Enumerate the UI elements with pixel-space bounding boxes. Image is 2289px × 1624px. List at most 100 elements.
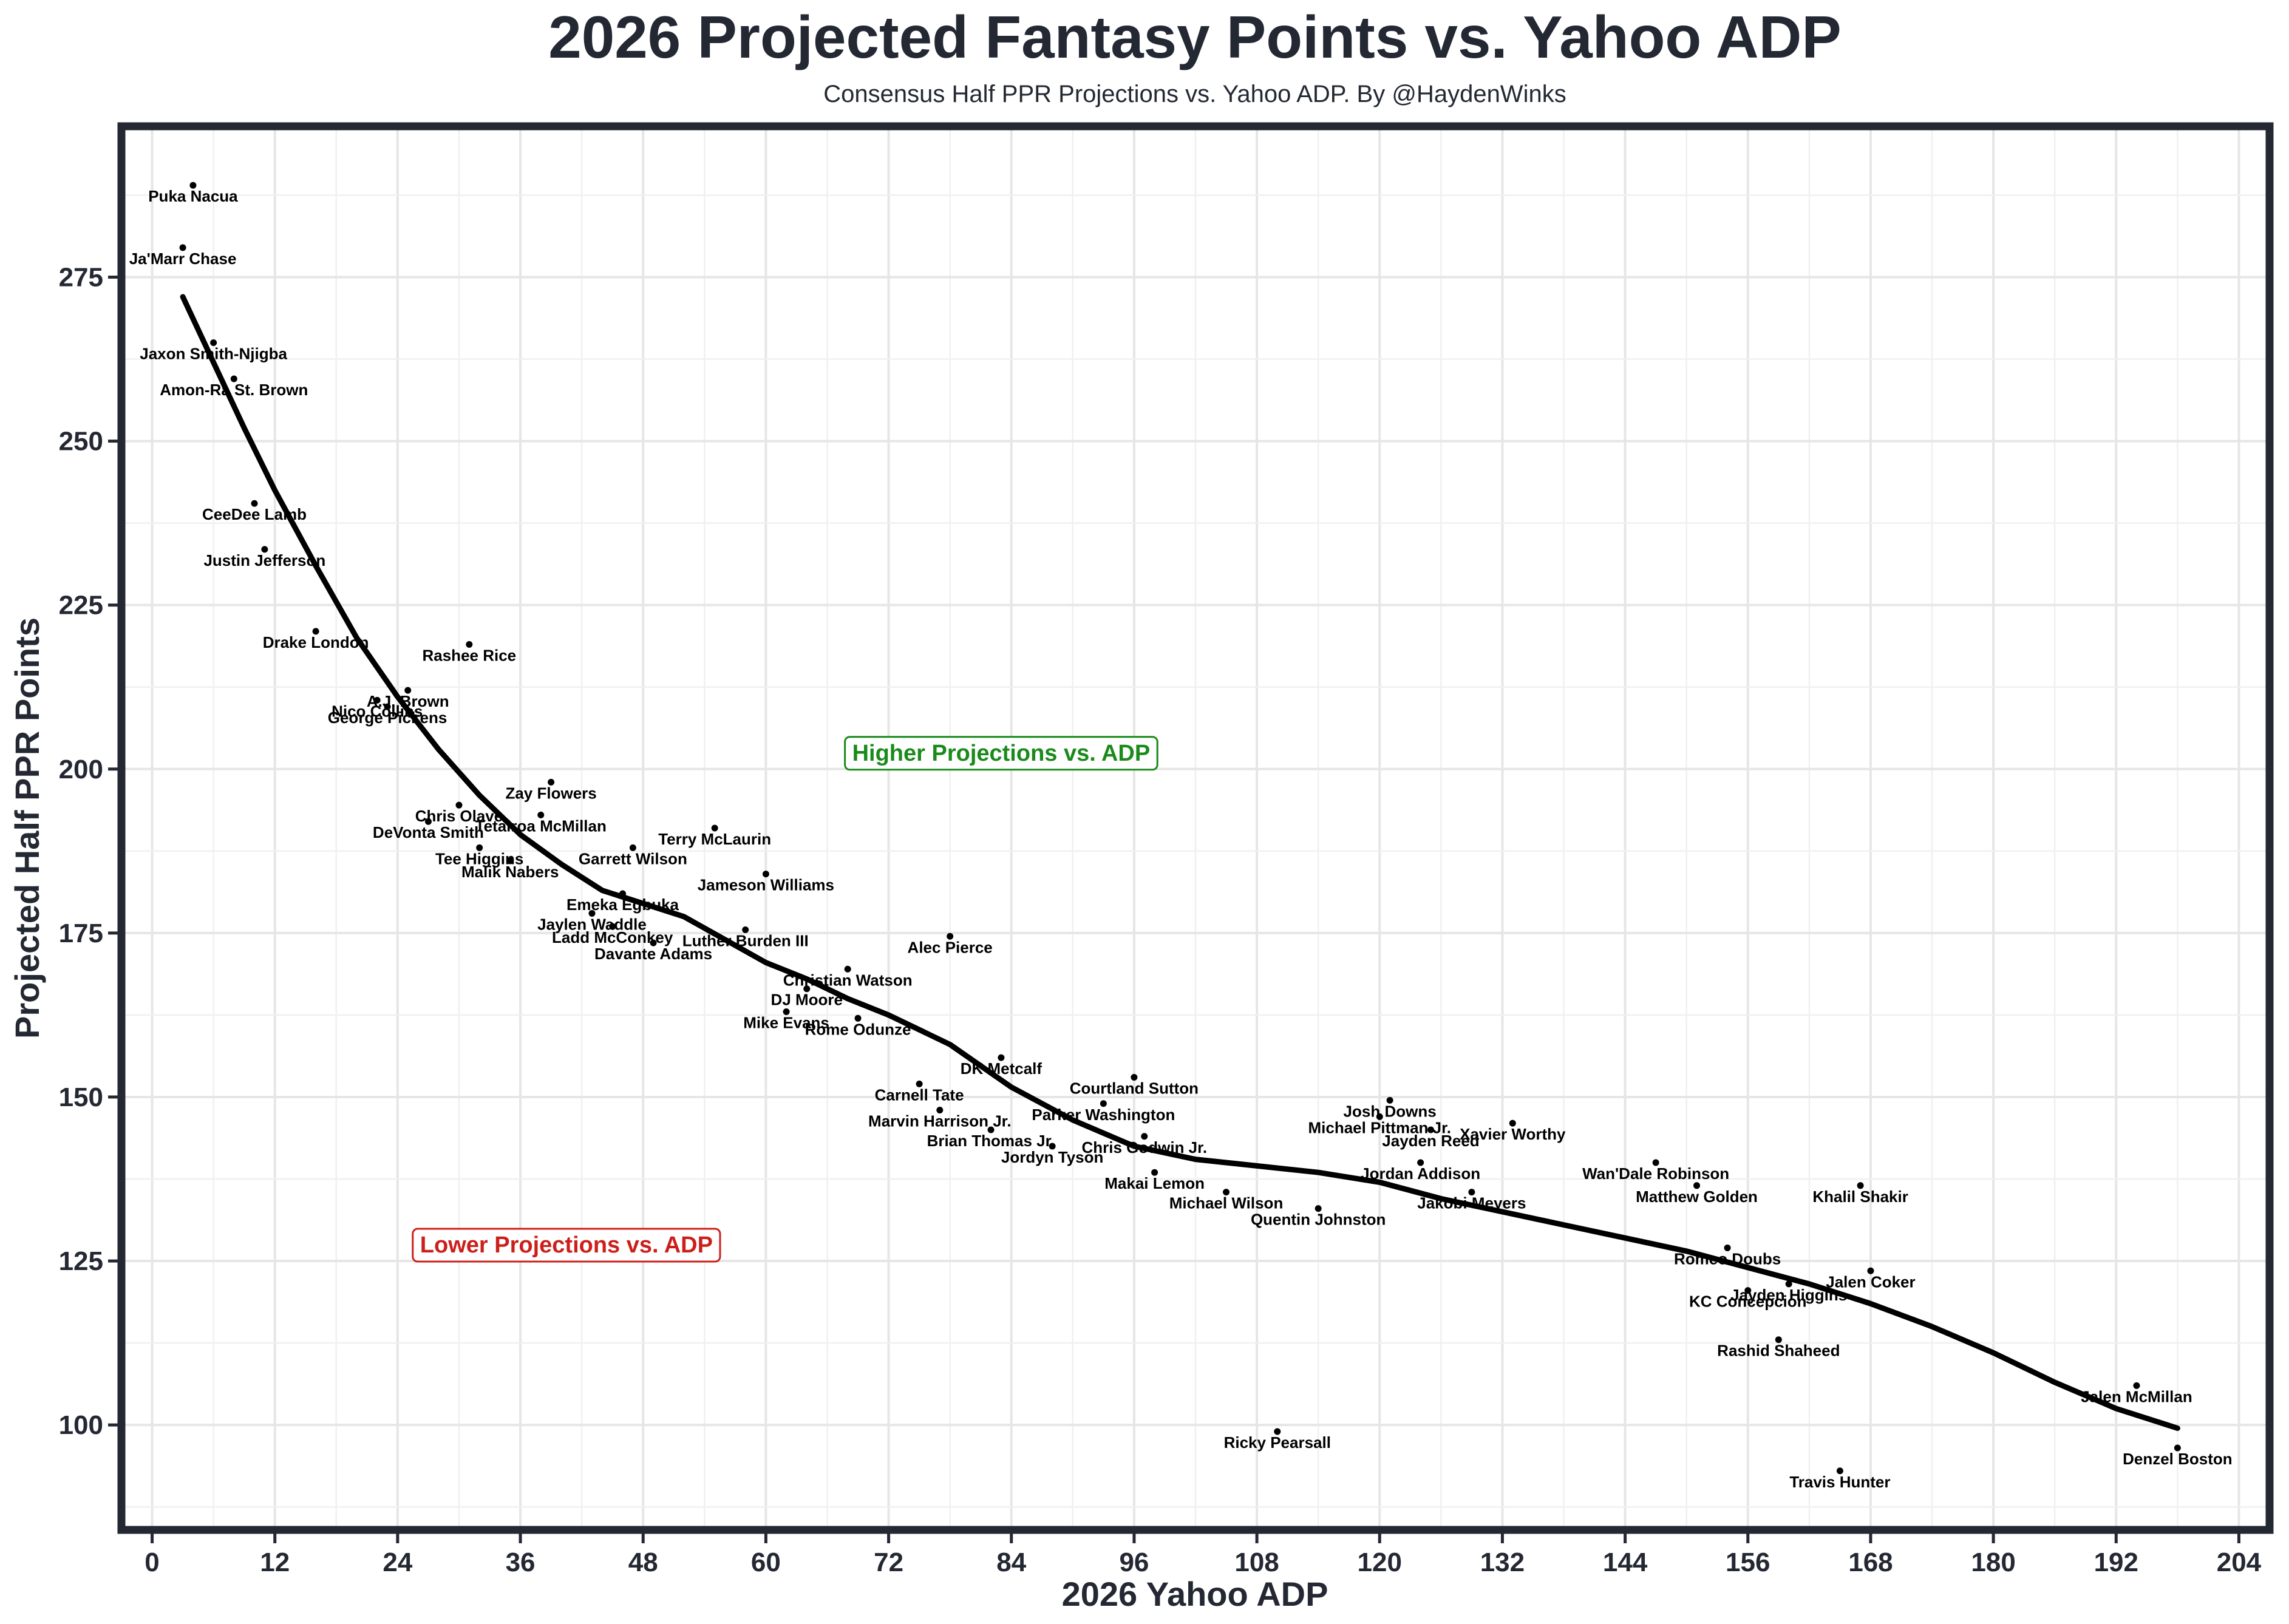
x-tick-label: 144 — [1603, 1548, 1648, 1577]
point-label: George Pickens — [328, 708, 447, 727]
point-label: Matthew Golden — [1636, 1187, 1758, 1206]
data-point — [476, 844, 483, 851]
point-label: CeeDee Lamb — [202, 505, 307, 523]
x-tick-label: 156 — [1726, 1548, 1770, 1577]
point-label: DJ Moore — [771, 991, 843, 1009]
point-label: Ja'Marr Chase — [129, 250, 237, 268]
data-point — [1151, 1169, 1158, 1176]
data-point — [466, 640, 473, 648]
y-axis-ticks: 100 125 150 175 200 225 250 275 — [59, 262, 118, 1440]
point-label: Khalil Shakir — [1812, 1187, 1908, 1206]
point-label: Malik Nabers — [461, 863, 559, 881]
data-point — [1376, 1113, 1383, 1120]
data-point — [1693, 1182, 1701, 1189]
x-tick-label: 168 — [1848, 1548, 1893, 1577]
data-point — [650, 939, 657, 946]
point-label: Jameson Williams — [698, 876, 834, 894]
data-point — [1141, 1133, 1148, 1140]
x-tick-label: 180 — [1971, 1548, 2015, 1577]
x-tick-label: 48 — [628, 1548, 658, 1577]
point-label: Drake London — [263, 633, 369, 651]
x-tick-label: 96 — [1119, 1548, 1149, 1577]
data-point — [711, 824, 718, 832]
x-tick-label: 120 — [1358, 1548, 1402, 1577]
y-tick-label: 225 — [59, 591, 103, 620]
point-label: Chris Olave — [415, 807, 503, 825]
chart-title: 2026 Projected Fantasy Points vs. Yahoo … — [548, 4, 1842, 70]
data-point — [312, 628, 319, 635]
data-point — [373, 696, 381, 704]
data-point — [1468, 1189, 1475, 1196]
y-tick-label: 175 — [59, 919, 103, 948]
data-point — [455, 801, 463, 809]
y-tick-label: 150 — [59, 1082, 103, 1112]
point-label: Christian Watson — [783, 971, 913, 989]
point-label: Rashid Shaheed — [1717, 1342, 1840, 1360]
point-label: KC Concepcion — [1689, 1293, 1807, 1311]
data-point — [230, 375, 237, 382]
point-label: Jalen McMillan — [2081, 1387, 2192, 1405]
data-point — [1274, 1428, 1281, 1435]
y-tick-label: 275 — [59, 262, 103, 292]
x-axis-label: 2026 Yahoo ADP — [1062, 1575, 1328, 1613]
data-point — [1744, 1287, 1752, 1294]
data-point — [742, 926, 749, 933]
data-point — [854, 1014, 862, 1022]
point-label: Zay Flowers — [505, 784, 596, 802]
x-tick-label: 132 — [1480, 1548, 1525, 1577]
annotation-box — [844, 736, 1158, 771]
point-label: Mike Evans — [743, 1014, 829, 1032]
point-label: Ladd McConkey — [552, 928, 673, 946]
data-point — [261, 546, 268, 553]
point-label: Terry McLaurin — [658, 830, 771, 848]
point-label: Jakobi Meyers — [1417, 1194, 1526, 1212]
data-point — [629, 844, 636, 851]
data-point — [1857, 1182, 1864, 1189]
annotations: Higher Projections vs. ADP Lower Projecti… — [412, 736, 1158, 1263]
data-point — [1775, 1336, 1782, 1344]
x-tick-label: 108 — [1234, 1548, 1279, 1577]
annotation-text: Higher Projections vs. ADP — [852, 741, 1151, 766]
data-point — [619, 890, 627, 897]
point-label: Tetairoa McMillan — [475, 817, 607, 835]
point-label: Ricky Pearsall — [1224, 1433, 1331, 1452]
x-tick-label: 12 — [260, 1548, 290, 1577]
x-tick-label: 204 — [2217, 1548, 2262, 1577]
x-tick-label: 24 — [383, 1548, 412, 1577]
grid — [121, 126, 2270, 1530]
point-label: Josh Downs — [1344, 1102, 1437, 1120]
data-point — [947, 933, 954, 940]
point-label: Courtland Sutton — [1070, 1079, 1199, 1098]
point-label: Justin Jefferson — [203, 551, 325, 569]
point-label: Xavier Worthy — [1460, 1125, 1566, 1143]
data-point — [1785, 1280, 1792, 1288]
data-point — [1836, 1467, 1843, 1475]
point-label: Michael Pittman Jr. — [1308, 1118, 1451, 1136]
data-point — [998, 1054, 1005, 1061]
annotation: Lower Projections vs. ADP — [412, 1228, 721, 1263]
point-label: Carnell Tate — [875, 1085, 964, 1104]
data-point — [2174, 1444, 2181, 1452]
x-tick-label: 60 — [751, 1548, 781, 1577]
x-tick-label: 192 — [2094, 1548, 2138, 1577]
data-point — [1509, 1119, 1516, 1127]
data-point — [189, 182, 197, 189]
point-label: Travis Hunter — [1789, 1473, 1890, 1491]
annotation-text: Lower Projections vs. ADP — [420, 1232, 713, 1258]
point-label: A.J. Brown — [367, 692, 449, 710]
data-point — [548, 778, 555, 786]
data-point — [1427, 1126, 1434, 1133]
data-point — [1417, 1159, 1424, 1166]
annotation: Higher Projections vs. ADP — [844, 736, 1158, 771]
data-point — [1131, 1074, 1138, 1081]
point-label: Michael Wilson — [1169, 1194, 1284, 1212]
data-point — [1386, 1096, 1393, 1104]
data-point — [179, 244, 186, 251]
data-point — [1867, 1267, 1874, 1274]
data-point — [609, 923, 616, 930]
data-point — [936, 1107, 944, 1114]
y-tick-label: 200 — [59, 755, 103, 784]
trend-line — [180, 294, 2180, 1431]
point-label: Emeka Egbuka — [566, 895, 679, 914]
